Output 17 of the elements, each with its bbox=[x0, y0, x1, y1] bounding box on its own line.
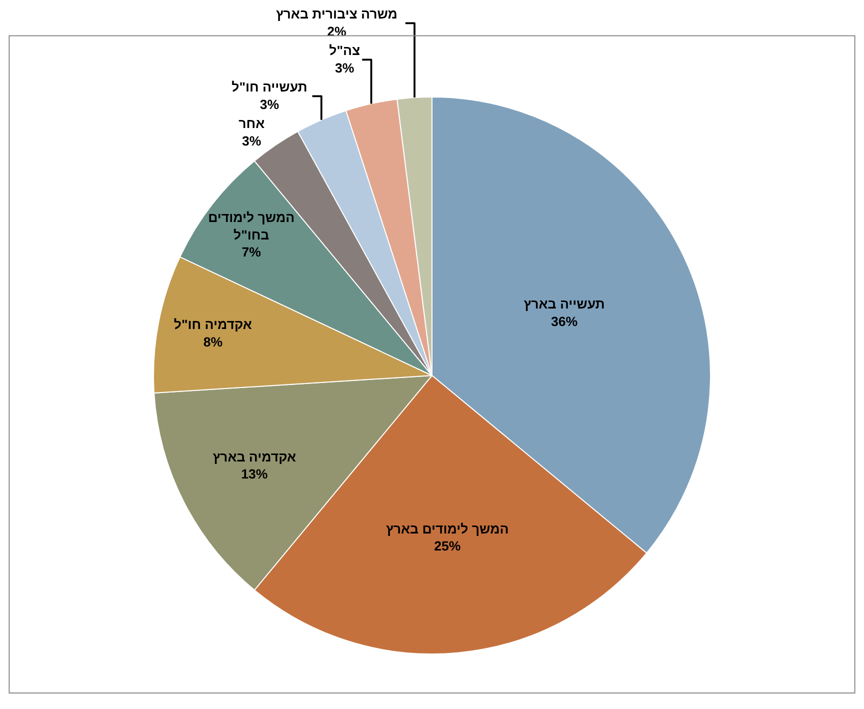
slice-label: אקדמיה בארץ bbox=[212, 449, 296, 464]
slice-label: המשך לימודים בארץ bbox=[386, 521, 509, 536]
data-label: 3% bbox=[260, 96, 280, 112]
data-label: 3% bbox=[242, 133, 262, 148]
slice-label: צה"ל bbox=[329, 43, 360, 58]
data-label: 7% bbox=[242, 244, 262, 260]
data-label: 25% bbox=[434, 538, 461, 554]
data-label: 36% bbox=[551, 314, 578, 329]
data-label: 8% bbox=[203, 334, 223, 350]
data-label: 13% bbox=[241, 466, 268, 482]
slice-label: תעשייה בארץ bbox=[524, 296, 605, 312]
slice-label: משרה ציבורית בארץ bbox=[276, 6, 398, 22]
data-label: 3% bbox=[335, 60, 354, 76]
slice-label: אחר bbox=[238, 116, 265, 132]
slice-label: אקדמיה חו"ל bbox=[174, 317, 252, 332]
slice-label: המשך לימודים בחו"ל bbox=[208, 210, 295, 242]
slice-label: תעשייה חו"ל bbox=[232, 80, 308, 95]
